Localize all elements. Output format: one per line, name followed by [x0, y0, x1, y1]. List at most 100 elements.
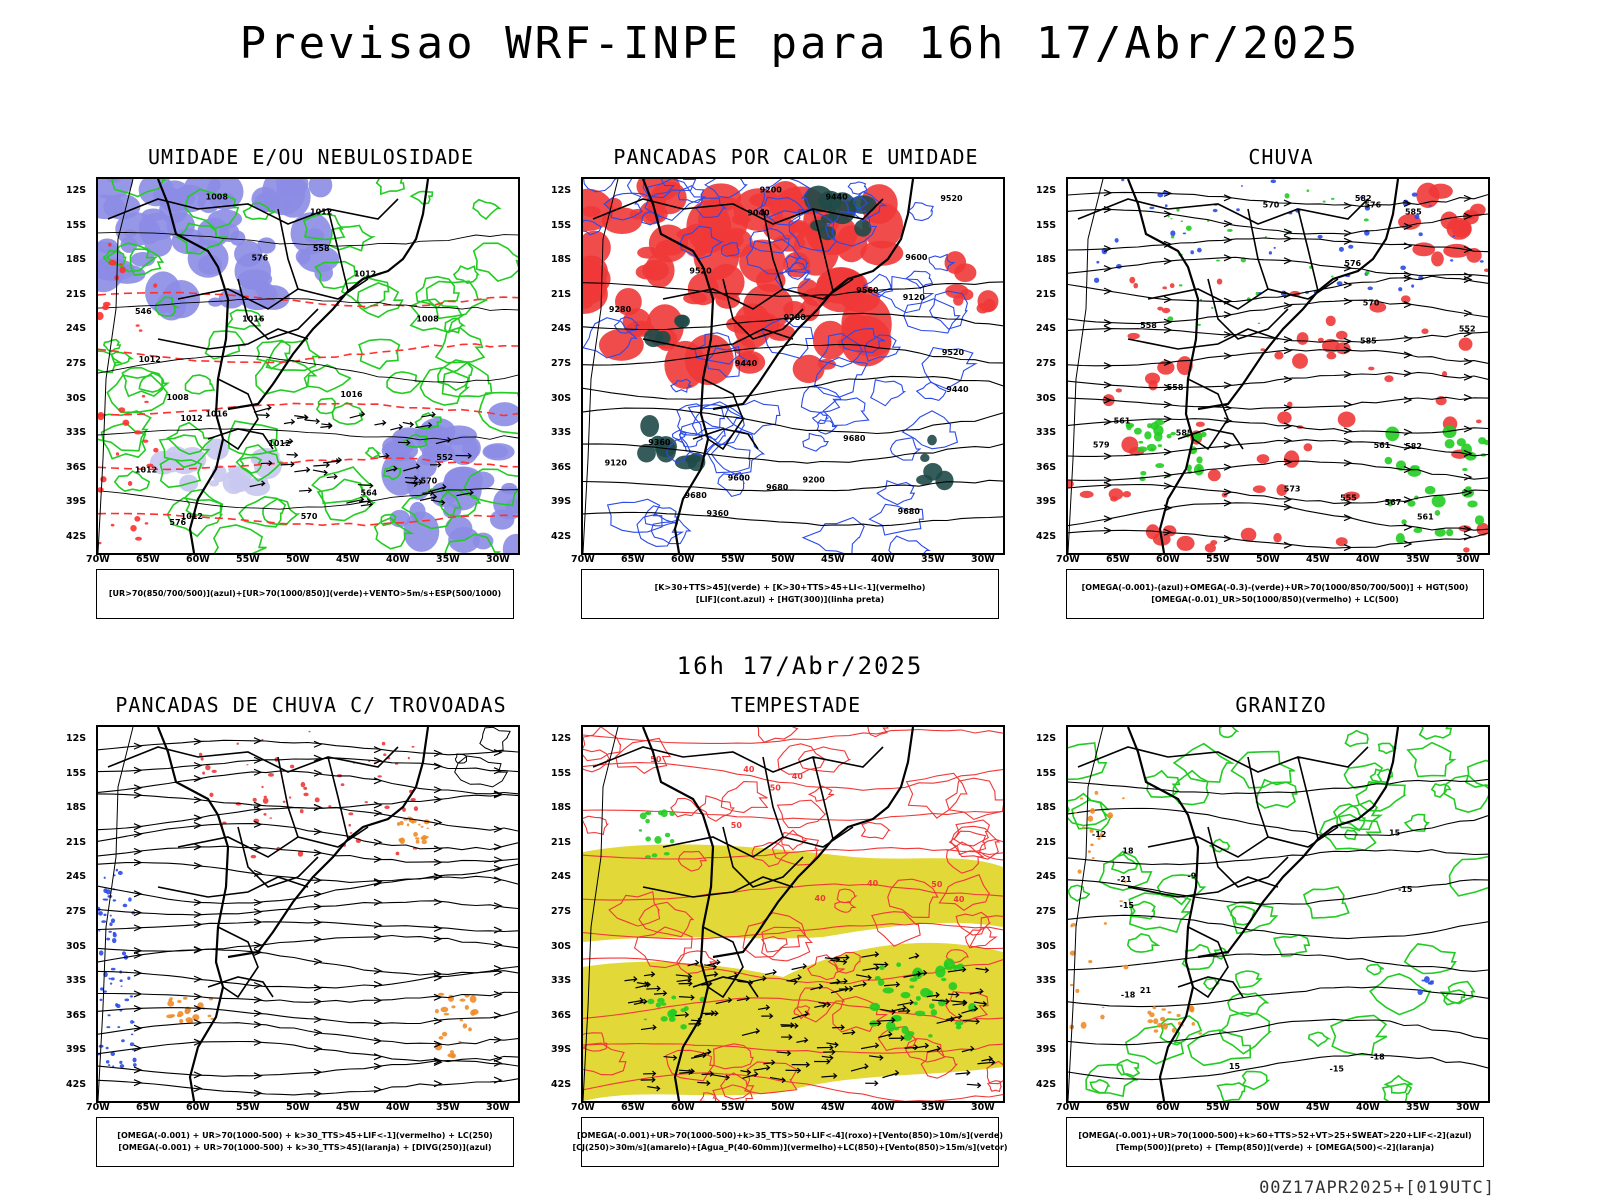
flow-arrow	[373, 1019, 383, 1027]
closed-contour	[705, 442, 751, 474]
lat-tick-label: 21S	[551, 288, 572, 300]
closed-contour	[1369, 973, 1432, 1016]
field-patch	[1193, 433, 1203, 441]
field-patch	[107, 1064, 111, 1067]
andes-outline	[583, 179, 619, 553]
contour-line	[98, 770, 518, 795]
omega-500-fill	[1147, 1005, 1203, 1035]
contour-label: 552	[436, 453, 453, 462]
field-patch	[1257, 322, 1261, 324]
lon-tick-label: 35W	[921, 1102, 945, 1113]
lon-tick-label: 50W	[1256, 1102, 1280, 1113]
field-patch	[1240, 527, 1257, 542]
field-patch	[854, 219, 872, 237]
field-patch	[767, 180, 803, 221]
closed-contour	[1187, 1029, 1252, 1067]
flow-arrow	[1283, 404, 1293, 412]
field-patch	[671, 995, 677, 1000]
field-patch	[99, 998, 103, 1001]
field-patch	[110, 918, 116, 924]
field-patch	[282, 800, 286, 803]
flow-arrow	[1283, 503, 1293, 511]
field-patch	[638, 829, 643, 832]
contour-label: -12	[1092, 830, 1106, 839]
field-patch	[418, 823, 421, 826]
wind-vector	[675, 974, 692, 978]
contour-label: 561	[1114, 417, 1131, 426]
storm-orange-fill	[434, 992, 479, 1059]
contour-line	[98, 970, 518, 989]
closed-contour	[905, 772, 968, 819]
wind-vector-head	[829, 1044, 834, 1051]
wind-vector	[675, 1014, 689, 1017]
field-patch	[935, 470, 954, 491]
field-patch	[1170, 230, 1176, 237]
basemap	[98, 727, 430, 1101]
andes-outline	[583, 727, 619, 1101]
field-patch	[1180, 220, 1183, 223]
closed-contour	[238, 495, 287, 528]
map-canvas: 9680968095609600952094409520944093609280…	[583, 179, 1003, 553]
wind-vector-head	[874, 951, 880, 958]
contour-line	[1068, 1018, 1488, 1046]
wind-vector-head	[409, 421, 415, 428]
wind-vector-head	[900, 1035, 905, 1042]
field-patch	[1133, 282, 1139, 289]
field-patch	[1133, 427, 1142, 435]
field-patch	[119, 266, 126, 274]
flow-arrow	[1343, 459, 1353, 467]
field-patch	[860, 184, 898, 225]
wind-vector	[966, 1083, 981, 1086]
field-patch	[869, 1002, 881, 1012]
map-canvas: 5855855825855825795765765735705675615705…	[1068, 179, 1488, 553]
legend-umidade: [UR>70(850/700/500)](azul)+[UR>70(1000/8…	[96, 569, 514, 619]
contour-label: 9360	[648, 438, 671, 447]
field-patch	[1210, 306, 1214, 309]
wind-vector	[678, 995, 694, 999]
flow-arrow	[1343, 427, 1353, 435]
field-patch	[1121, 179, 1125, 182]
field-patch	[1103, 922, 1107, 925]
closed-contour	[671, 429, 687, 441]
flow-arrow	[433, 924, 443, 933]
flow-arrow	[373, 1053, 383, 1061]
field-patch	[920, 987, 932, 998]
field-patch	[1306, 189, 1310, 193]
flow-arrow	[1163, 189, 1173, 197]
closed-contour	[687, 404, 746, 441]
wind-vector-head	[977, 1082, 982, 1089]
wind-vector-head	[684, 1011, 690, 1018]
lat-tick-label: 42S	[66, 1079, 87, 1090]
lon-tick-label: 40W	[386, 554, 410, 565]
wind-vector-head	[879, 1054, 884, 1061]
contour-label: 18	[1122, 846, 1134, 855]
wind-vector-head	[771, 1059, 776, 1066]
flow-arrow	[373, 921, 383, 929]
flow-arrow	[1163, 326, 1173, 334]
field-patch	[1395, 532, 1405, 544]
contour-label: 576	[1344, 259, 1361, 268]
wind-vector	[946, 1015, 962, 1021]
field-patch	[648, 224, 689, 263]
basemap	[1068, 727, 1400, 1101]
flow-arrow	[133, 890, 143, 898]
contour-label: 1012	[135, 465, 157, 474]
flow-arrow	[1403, 540, 1413, 548]
closed-contour	[158, 434, 211, 469]
flow-arrow	[433, 1017, 443, 1025]
field-patch	[368, 760, 371, 762]
field-patch	[1395, 460, 1407, 471]
field-patch	[680, 1008, 687, 1013]
wind-vector-head	[842, 959, 848, 965]
wind-vector-head	[725, 1074, 730, 1081]
wind-vector	[704, 1012, 718, 1016]
wind-vector-head	[874, 1080, 879, 1087]
contour-line	[1068, 439, 1488, 457]
closed-contour	[953, 819, 991, 847]
closed-contour	[254, 358, 318, 396]
map-umidade: 1008 1008 1012 1012 1012 1012 1012 1016 1016 1012…	[96, 177, 520, 555]
field-patch	[462, 1023, 468, 1029]
closed-contour	[414, 412, 442, 430]
humidity-lower-contours	[98, 179, 518, 553]
flow-arrow	[1343, 544, 1353, 552]
